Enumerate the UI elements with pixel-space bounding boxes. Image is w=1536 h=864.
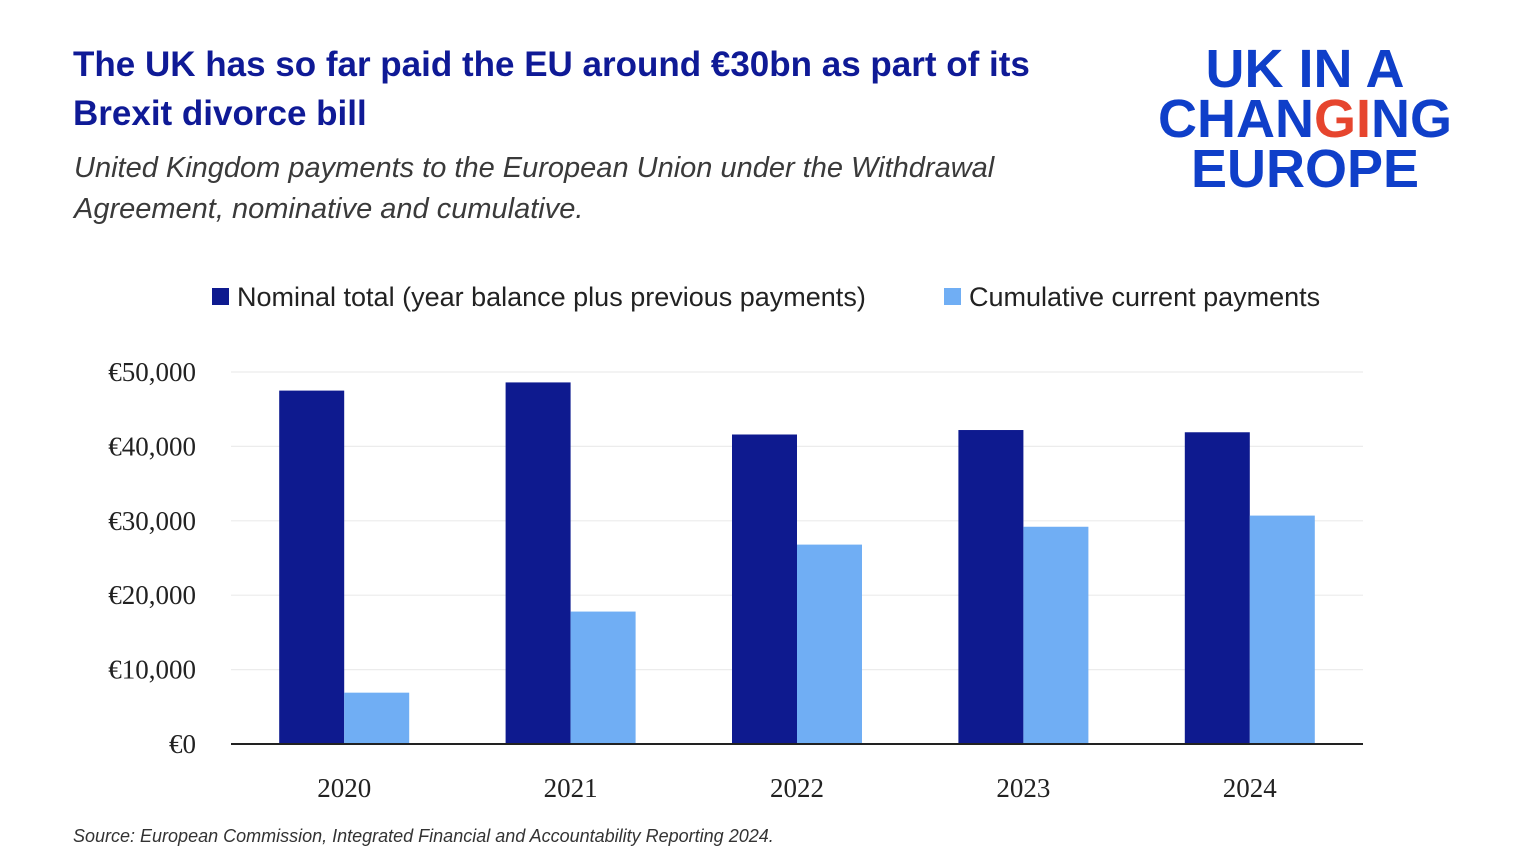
bar-cumulative-2022: [797, 544, 862, 744]
logo-line-1: UK IN A: [1205, 39, 1405, 99]
bar-nominal-2024: [1184, 432, 1250, 744]
y-tick-label: €20,000: [108, 580, 196, 610]
y-tick-label: €0: [169, 729, 196, 759]
logo-line-3: EUROPE: [1190, 139, 1420, 199]
legend-label-2: Cumulative current payments: [969, 282, 1320, 312]
x-tick-label: 2024: [1223, 773, 1278, 803]
bar-cumulative-2024: [1249, 515, 1315, 744]
bar-cumulative-2023: [1023, 526, 1089, 744]
bar-nominal-2021: [505, 382, 571, 744]
legend-swatch-2: [944, 288, 961, 305]
y-tick-label: €10,000: [108, 655, 196, 685]
bar-cumulative-2020: [344, 692, 410, 744]
legend-swatch-1: [212, 288, 229, 305]
source-note: Source: European Commission, Integrated …: [73, 826, 774, 846]
y-tick-label: €30,000: [108, 506, 196, 536]
y-axis: €0 €10,000 €20,000 €30,000 €40,000 €50,000: [108, 357, 196, 759]
x-tick-label: 2020: [317, 773, 371, 803]
y-tick-label: €40,000: [108, 431, 196, 461]
legend-label-1: Nominal total (year balance plus previou…: [237, 282, 866, 312]
bars: [279, 382, 1315, 744]
bar-nominal-2023: [958, 430, 1024, 744]
x-tick-label: 2022: [770, 773, 824, 803]
legend: Nominal total (year balance plus previou…: [212, 282, 1320, 312]
bar-chart: Nominal total (year balance plus previou…: [108, 282, 1363, 803]
bar-nominal-2022: [732, 434, 797, 744]
y-tick-label: €50,000: [108, 357, 196, 387]
logo-line-2: CHANGING: [1157, 89, 1453, 149]
bar-nominal-2020: [279, 390, 345, 744]
x-tick-label: 2021: [544, 773, 598, 803]
chart-title: The UK has so far paid the EU around €30…: [73, 45, 1030, 133]
chart-subtitle: United Kingdom payments to the European …: [74, 152, 995, 225]
uk-in-a-changing-europe-logo: UK IN A CHANGING EUROPE: [1140, 39, 1470, 199]
x-tick-label: 2023: [996, 773, 1050, 803]
bar-cumulative-2021: [570, 611, 636, 744]
x-axis: 2020 2021 2022 2023 2024: [231, 743, 1363, 803]
